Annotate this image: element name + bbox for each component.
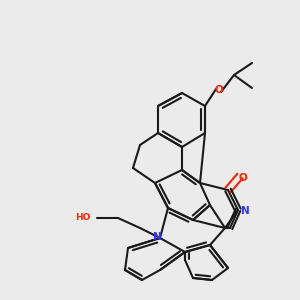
Text: O: O <box>238 173 247 183</box>
Text: N: N <box>153 232 161 242</box>
Text: N: N <box>241 206 249 216</box>
Text: HO: HO <box>76 212 91 221</box>
Text: O: O <box>214 85 224 95</box>
